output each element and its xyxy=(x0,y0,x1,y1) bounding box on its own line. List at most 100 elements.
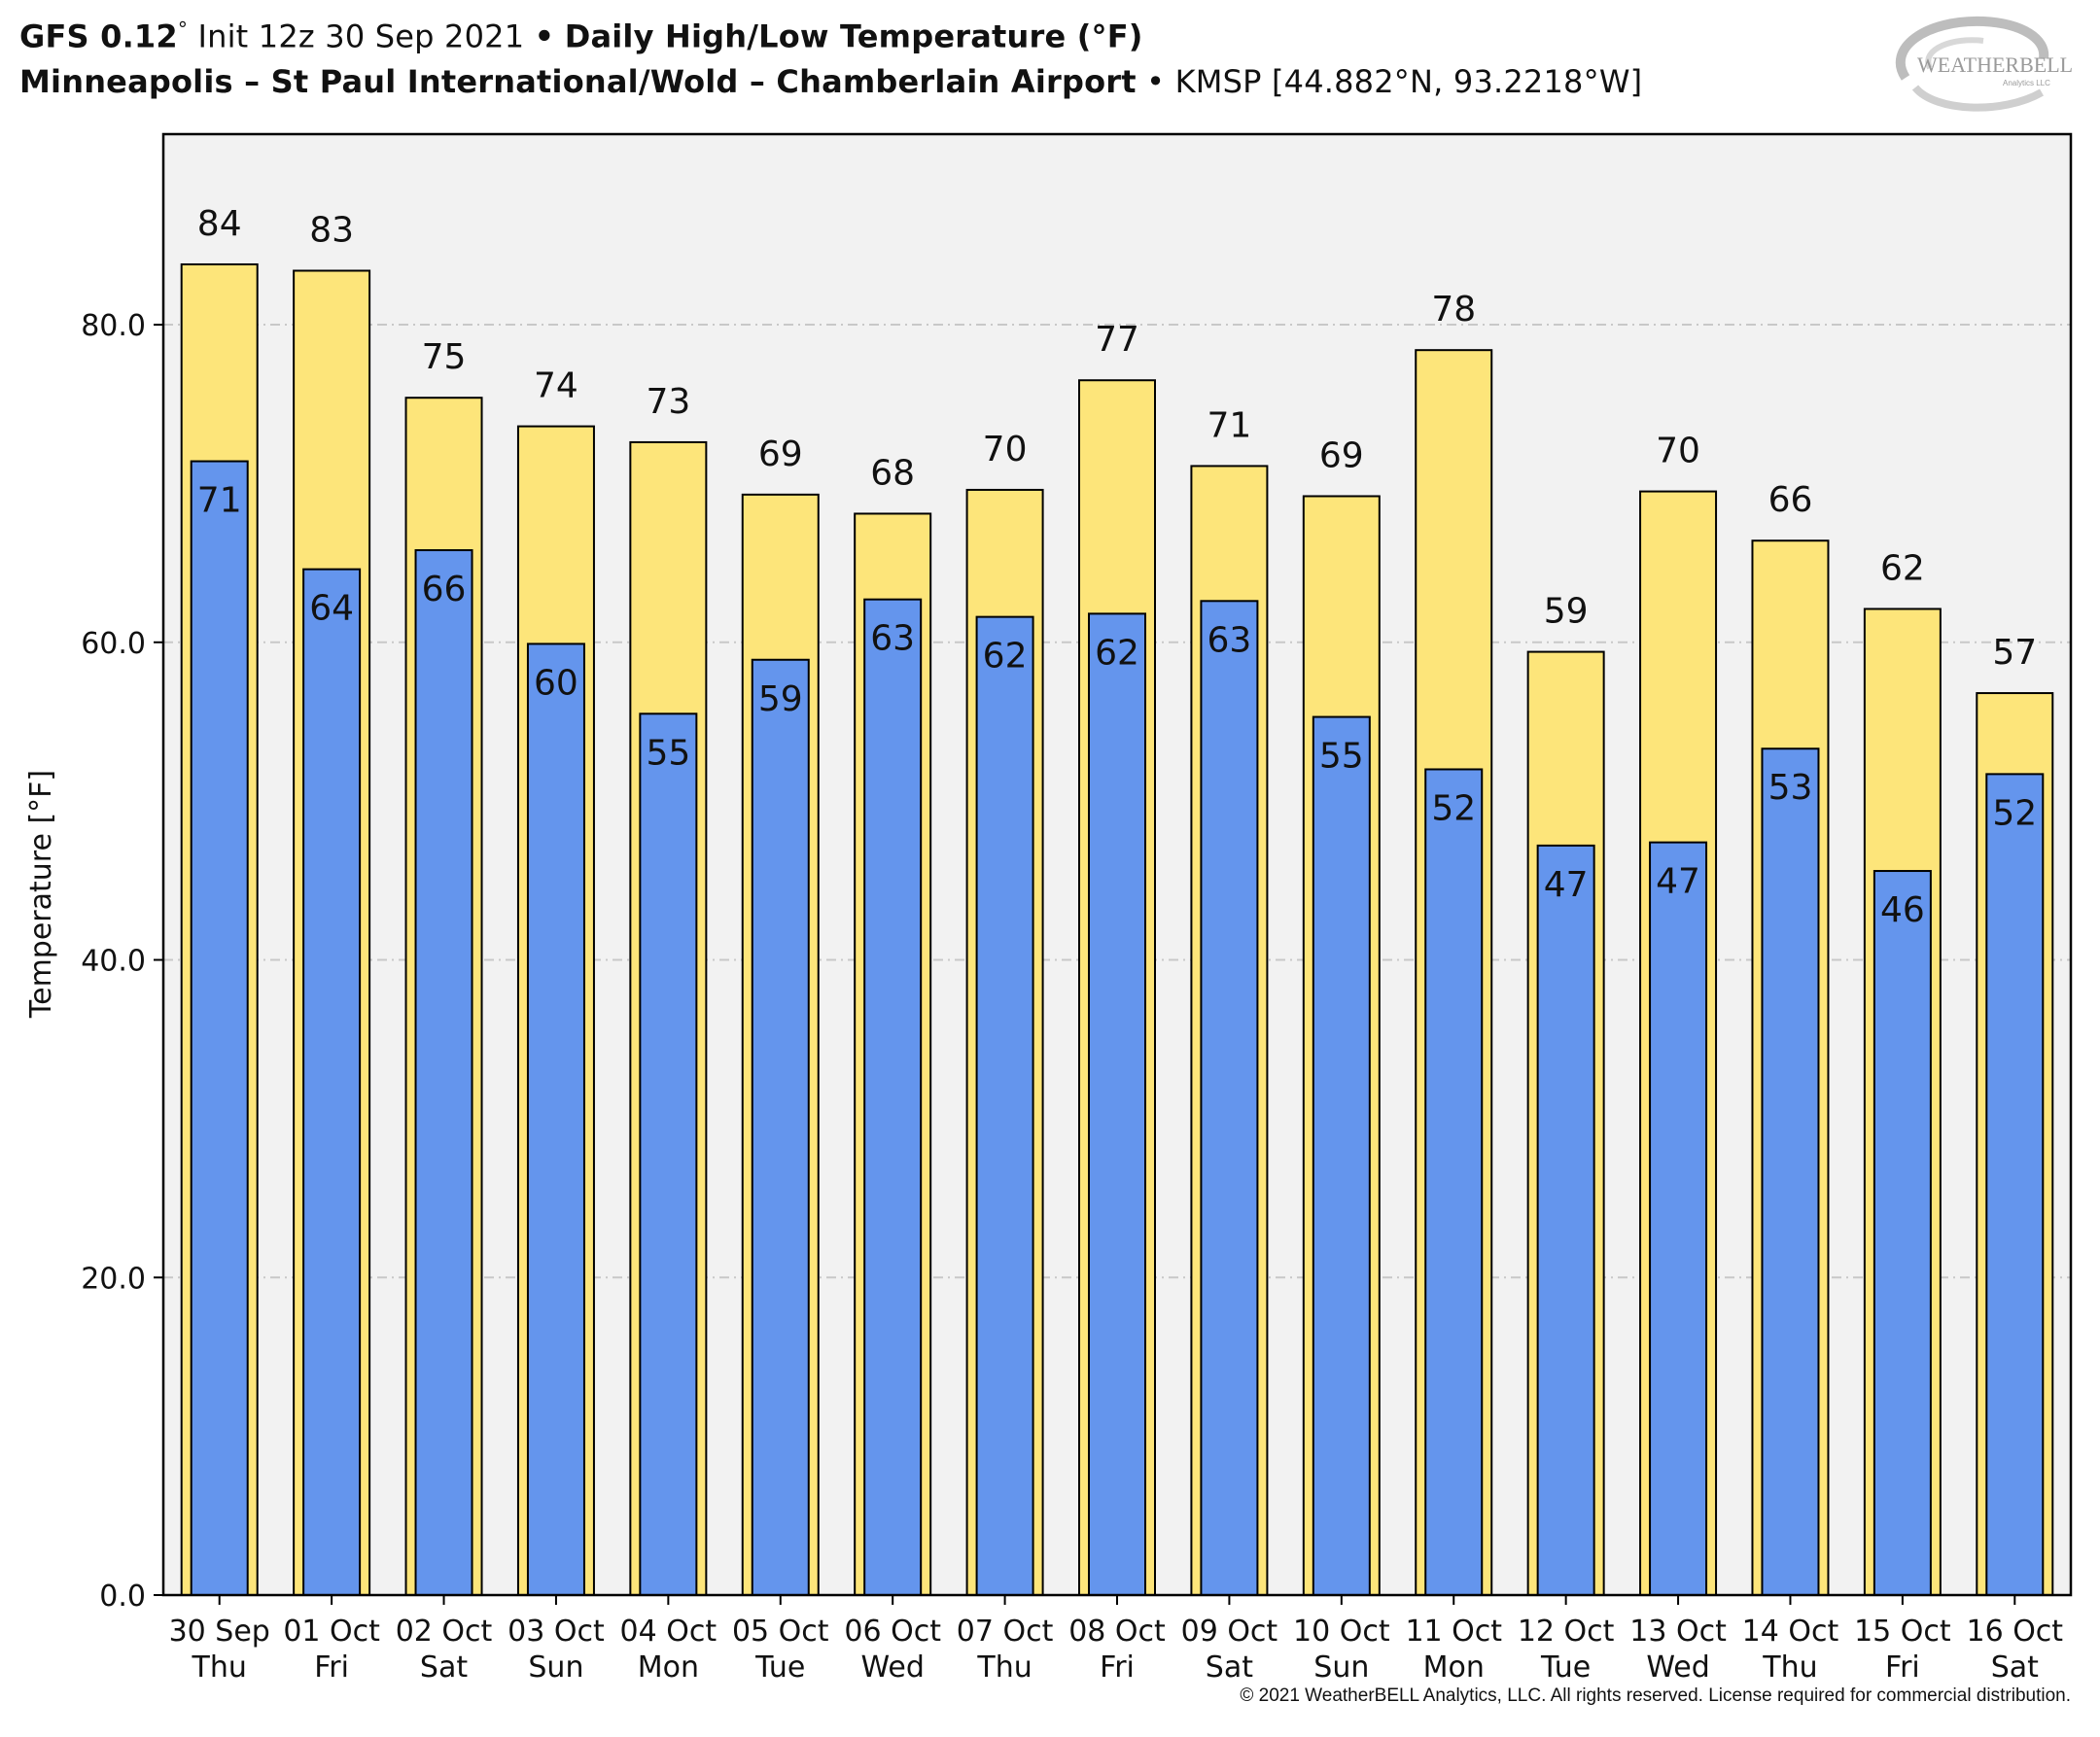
logo-text: WEATHERBELL xyxy=(1917,52,2073,77)
x-tick-weekday: Tue xyxy=(1540,1650,1591,1685)
high-value-label: 68 xyxy=(870,453,915,493)
low-bar xyxy=(1424,768,1484,1596)
high-value-label: 75 xyxy=(422,337,467,377)
low-bar xyxy=(1088,612,1146,1596)
x-tick-date: 11 Oct xyxy=(1405,1615,1502,1649)
x-tick-weekday: Thu xyxy=(976,1650,1032,1685)
chart-header: GFS 0.12° Init 12z 30 Sep 2021 • Daily H… xyxy=(19,8,1642,105)
header-line-1: GFS 0.12° Init 12z 30 Sep 2021 • Daily H… xyxy=(19,8,1642,58)
y-tick-label: 20.0 xyxy=(81,1262,146,1296)
high-value-label: 69 xyxy=(758,434,803,474)
low-value-label: 53 xyxy=(1768,768,1813,808)
low-value-label: 71 xyxy=(197,481,242,521)
logo-subtext: Analytics LLC xyxy=(2003,79,2050,87)
x-tick-date: 09 Oct xyxy=(1181,1615,1278,1649)
x-tick-date: 12 Oct xyxy=(1518,1615,1615,1649)
high-value-label: 83 xyxy=(309,210,354,250)
x-tick-weekday: Tue xyxy=(754,1650,805,1685)
low-value-label: 59 xyxy=(758,679,803,719)
x-tick-weekday: Thu xyxy=(192,1650,247,1685)
x-tick-date: 04 Oct xyxy=(620,1615,718,1649)
x-tick-weekday: Thu xyxy=(1762,1650,1817,1685)
x-tick-date: 07 Oct xyxy=(957,1615,1054,1649)
x-tick-date: 05 Oct xyxy=(732,1615,829,1649)
low-bar xyxy=(190,460,249,1597)
low-bar xyxy=(1200,600,1259,1596)
high-value-label: 57 xyxy=(1992,633,2037,673)
high-value-label: 70 xyxy=(1656,432,1700,471)
high-value-label: 77 xyxy=(1095,320,1139,360)
y-tick-label: 0.0 xyxy=(99,1580,146,1614)
bullet-1: • xyxy=(534,17,555,55)
x-tick-weekday: Mon xyxy=(1423,1650,1485,1685)
high-value-label: 78 xyxy=(1431,290,1476,330)
low-bar xyxy=(639,712,698,1596)
x-tick-date: 01 Oct xyxy=(283,1615,380,1649)
low-bar xyxy=(414,549,473,1596)
low-value-label: 64 xyxy=(309,589,354,629)
model-degree: ° xyxy=(177,17,189,41)
y-tick-label: 80.0 xyxy=(81,309,146,343)
x-tick-weekday: Wed xyxy=(1646,1650,1709,1685)
x-tick-weekday: Sat xyxy=(420,1650,468,1685)
low-value-label: 52 xyxy=(1992,793,2037,833)
low-value-label: 60 xyxy=(534,663,578,703)
low-value-label: 47 xyxy=(1544,865,1589,905)
low-value-label: 62 xyxy=(983,637,1028,677)
low-bar xyxy=(975,615,1034,1596)
x-tick-date: 08 Oct xyxy=(1068,1615,1166,1649)
low-value-label: 52 xyxy=(1431,788,1476,828)
product-title: Daily High/Low Temperature (°F) xyxy=(564,17,1143,55)
x-tick-date: 14 Oct xyxy=(1742,1615,1839,1649)
high-value-label: 62 xyxy=(1880,548,1925,588)
x-tick-weekday: Sun xyxy=(1313,1650,1369,1685)
weatherbell-logo: WEATHERBELL Analytics LLC xyxy=(1895,16,2073,112)
low-bar xyxy=(863,598,923,1596)
low-bar xyxy=(302,568,362,1597)
high-value-label: 66 xyxy=(1768,480,1813,520)
x-tick-weekday: Fri xyxy=(1885,1650,1920,1685)
high-value-label: 74 xyxy=(534,366,578,406)
high-value-label: 70 xyxy=(983,430,1028,469)
copyright-notice: © 2021 WeatherBELL Analytics, LLC. All r… xyxy=(1240,1685,2071,1706)
low-value-label: 63 xyxy=(1208,620,1252,660)
high-value-label: 84 xyxy=(197,204,242,244)
y-tick-label: 60.0 xyxy=(81,627,146,661)
x-tick-weekday: Fri xyxy=(314,1650,349,1685)
init-time: Init 12z 30 Sep 2021 xyxy=(197,17,525,55)
x-tick-date: 03 Oct xyxy=(508,1615,605,1649)
low-value-label: 47 xyxy=(1656,862,1700,902)
y-axis-label: Temperature [°F] xyxy=(24,770,58,1019)
x-tick-date: 06 Oct xyxy=(844,1615,941,1649)
plot-frame xyxy=(161,132,2073,1597)
header-line-2: Minneapolis – St Paul International/Wold… xyxy=(19,58,1642,105)
low-value-label: 46 xyxy=(1880,890,1925,930)
x-tick-weekday: Sat xyxy=(1991,1650,2039,1685)
x-tick-weekday: Mon xyxy=(638,1650,699,1685)
x-tick-date: 15 Oct xyxy=(1854,1615,1951,1649)
low-value-label: 66 xyxy=(422,570,467,609)
high-value-label: 73 xyxy=(646,382,690,422)
low-value-label: 62 xyxy=(1095,633,1139,673)
x-tick-date: 13 Oct xyxy=(1629,1615,1727,1649)
x-tick-date: 10 Oct xyxy=(1293,1615,1390,1649)
station-name: Minneapolis – St Paul International/Wold… xyxy=(19,62,1137,100)
low-bar xyxy=(1312,715,1371,1596)
low-bar xyxy=(526,643,585,1596)
high-value-label: 71 xyxy=(1208,405,1252,445)
low-value-label: 63 xyxy=(870,619,915,659)
low-bar xyxy=(1649,841,1708,1596)
x-tick-weekday: Wed xyxy=(860,1650,924,1685)
model-name: GFS 0.12 xyxy=(19,17,178,55)
x-tick-date: 30 Sep xyxy=(169,1615,270,1649)
low-bar xyxy=(1985,773,2045,1596)
station-id: KMSP [44.882°N, 93.2218°W] xyxy=(1174,62,1643,100)
x-tick-date: 02 Oct xyxy=(396,1615,493,1649)
low-value-label: 55 xyxy=(1319,737,1364,777)
y-tick-label: 40.0 xyxy=(81,945,146,979)
x-tick-date: 16 Oct xyxy=(1966,1615,2063,1649)
low-value-label: 55 xyxy=(646,733,690,773)
low-bar xyxy=(1536,844,1595,1596)
x-tick-weekday: Sat xyxy=(1206,1650,1253,1685)
